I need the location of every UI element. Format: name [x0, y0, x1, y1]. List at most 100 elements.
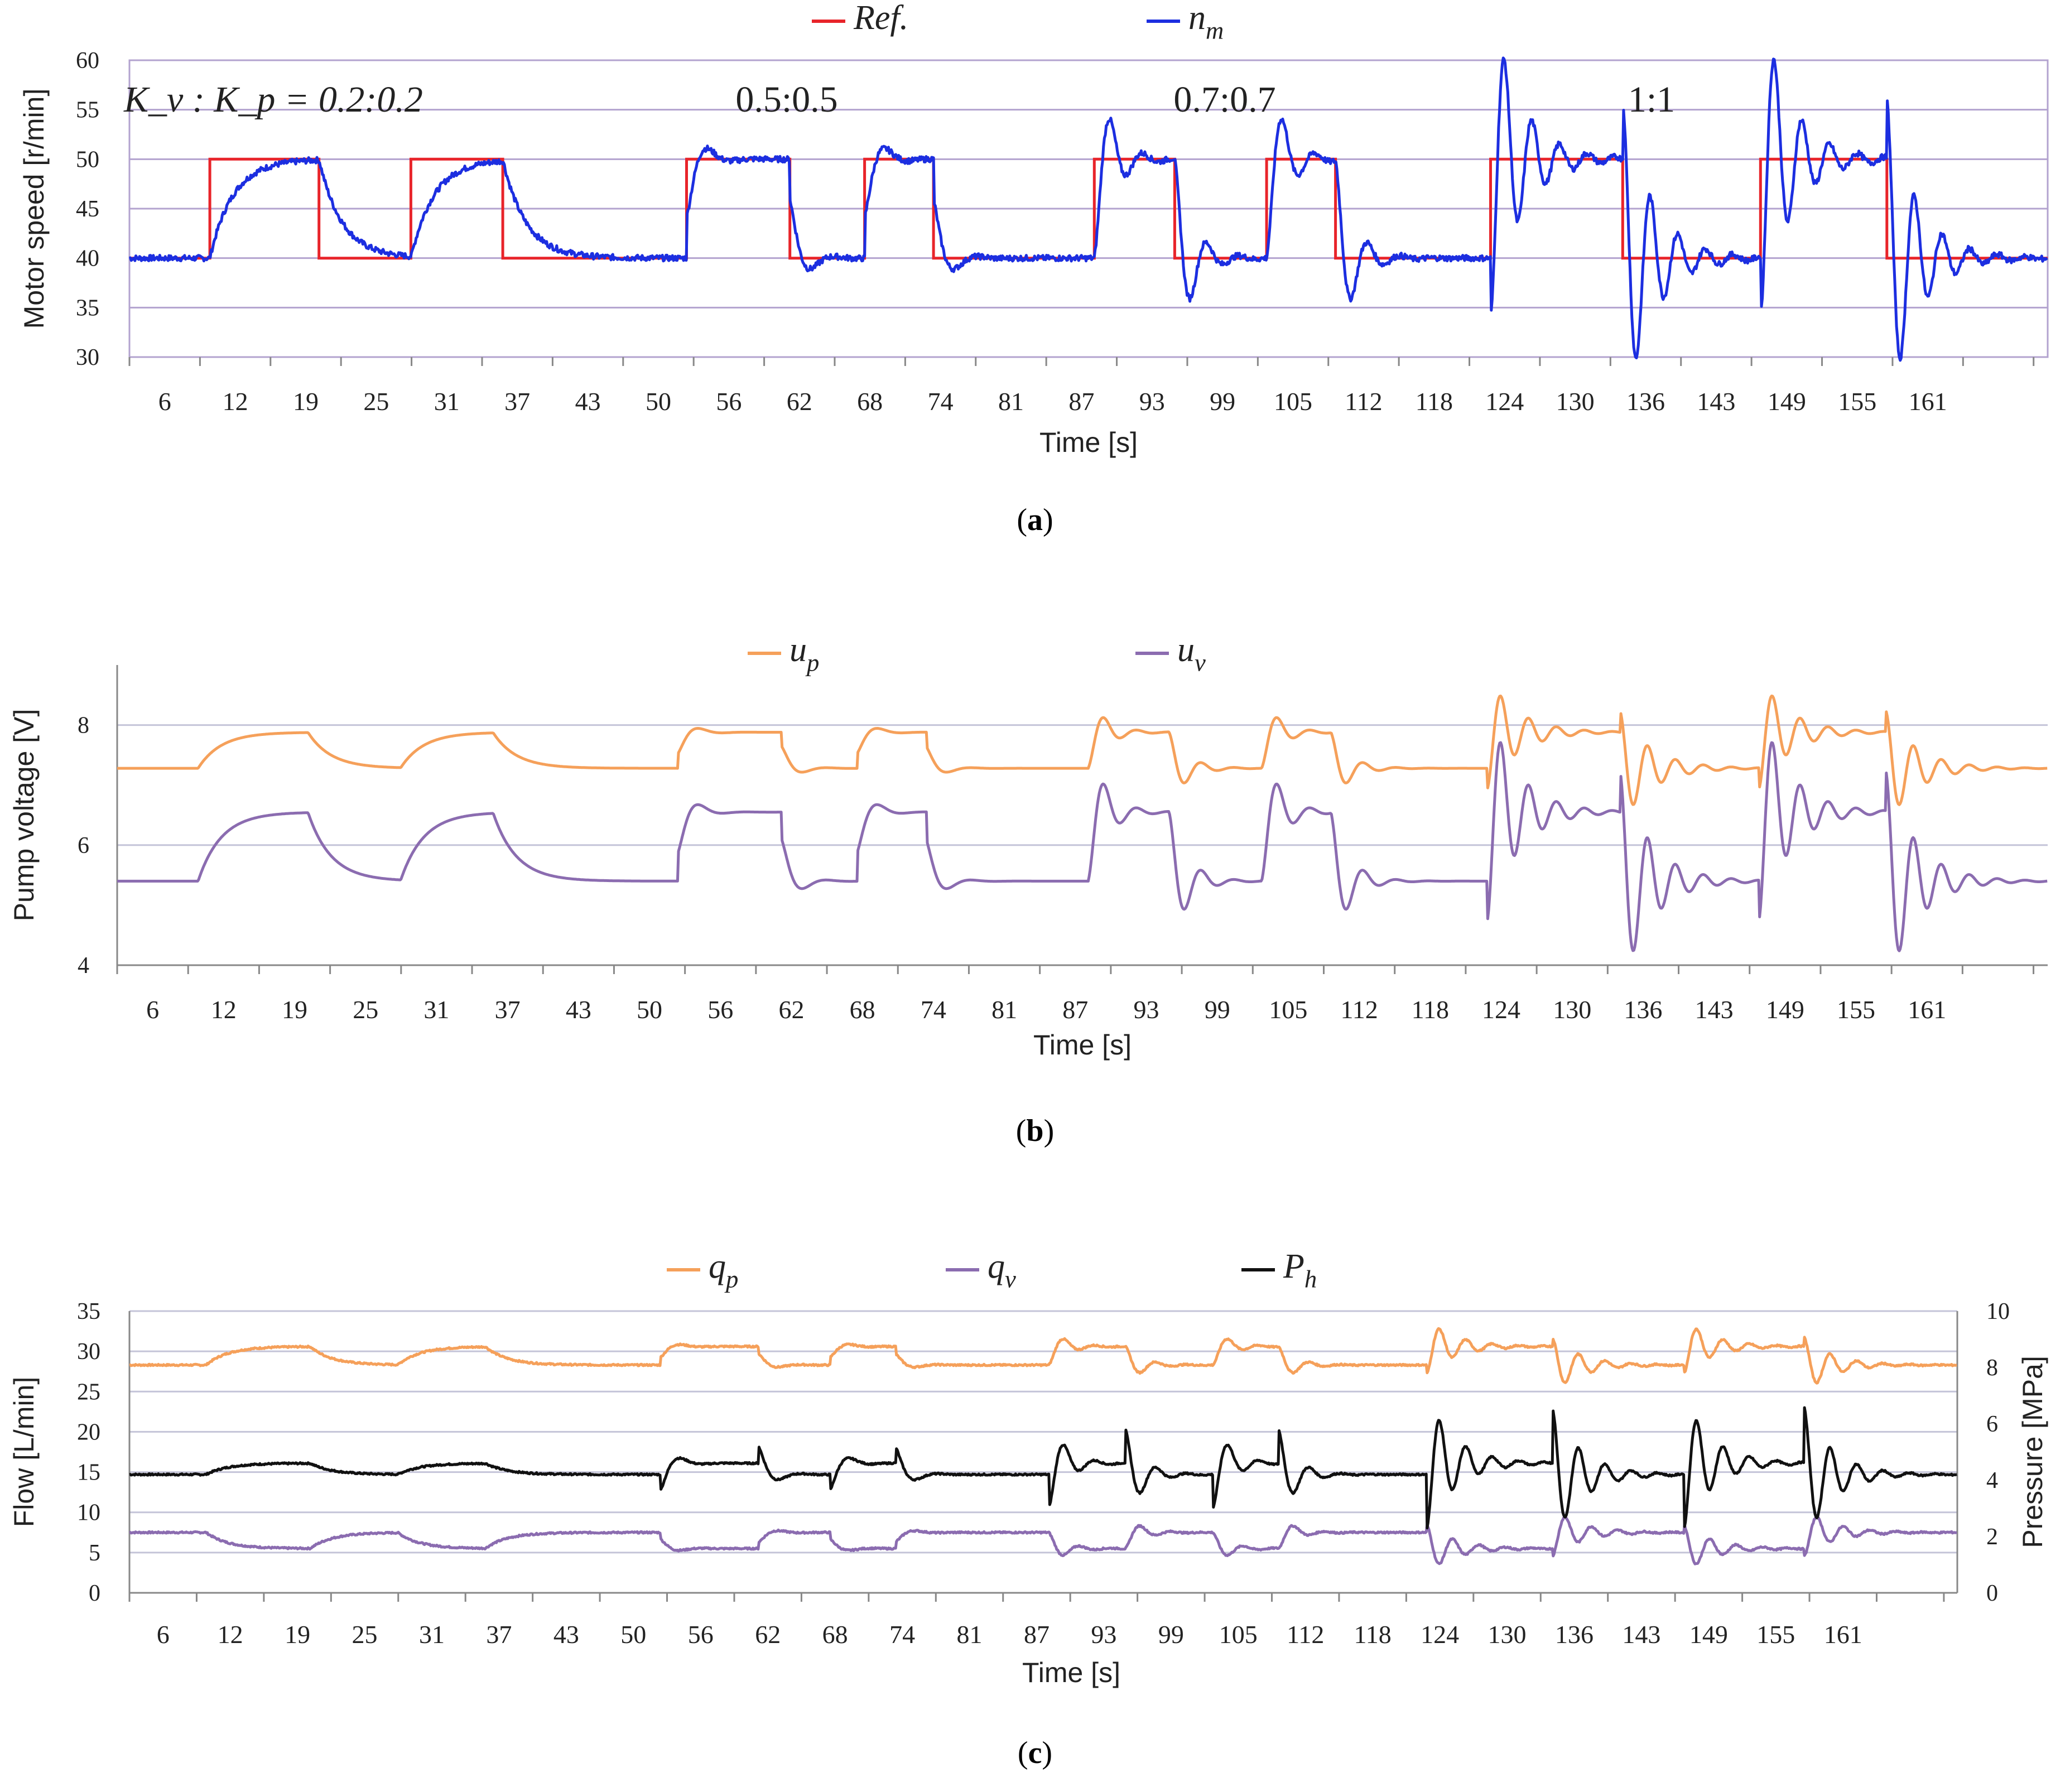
y-tick-label: 20 — [77, 1419, 100, 1445]
y-tick-label: 55 — [76, 98, 99, 123]
x-tick-label: 74 — [889, 1620, 915, 1649]
x-tick-label: 118 — [1412, 995, 1449, 1024]
x-tick-label: 136 — [1555, 1620, 1594, 1649]
x-tick-label: 68 — [822, 1620, 848, 1649]
y-right-tick-label: 2 — [1986, 1524, 1998, 1550]
series-up-line — [117, 695, 2048, 806]
plot-frame — [128, 59, 2049, 358]
x-axis-title: Time [s] — [1033, 1029, 1132, 1061]
x-tick-label: 87 — [1068, 387, 1094, 416]
x-tick-label: 31 — [434, 387, 460, 416]
y-axis-title: Flow [L/min] — [8, 1377, 40, 1528]
legend-label-qp: qp — [709, 1247, 738, 1293]
x-tick-label: 37 — [504, 387, 530, 416]
x-tick-label: 124 — [1421, 1620, 1459, 1649]
series-uv-line — [117, 741, 2048, 952]
x-tick-label: 105 — [1269, 995, 1307, 1024]
y-tick-label: 5 — [89, 1540, 100, 1566]
y-tick-label: 10 — [77, 1500, 100, 1526]
x-tick-label: 56 — [707, 995, 733, 1024]
x-tick-label: 161 — [1824, 1620, 1862, 1649]
x-tick-label: 62 — [787, 387, 812, 416]
x-tick-label: 50 — [637, 995, 662, 1024]
panel-a: 30 35 40 45 50 55 60 6 12 19 25 31 37 43 50 56 62 68 74 81 8… — [18, 0, 2049, 537]
x-tick-label: 93 — [1091, 1620, 1116, 1649]
x-tick-label: 99 — [1210, 387, 1235, 416]
x-tick-label: 93 — [1139, 387, 1165, 416]
y-tick-label: 30 — [76, 345, 99, 370]
x-tick-label: 161 — [1908, 995, 1946, 1024]
x-tick-label: 12 — [211, 995, 237, 1024]
x-tick-label: 143 — [1697, 387, 1735, 416]
x-tick-label: 93 — [1133, 995, 1159, 1024]
series-qv-line — [129, 1515, 1958, 1565]
x-tick-label: 105 — [1274, 387, 1312, 416]
x-tick-label: 43 — [566, 995, 591, 1024]
series-nm-line — [128, 56, 2048, 362]
x-axis-title: Time [s] — [1039, 427, 1138, 458]
y-right-tick-label: 10 — [1986, 1299, 2010, 1324]
x-tick-label: 37 — [486, 1620, 512, 1649]
y-tick-label: 4 — [78, 953, 89, 979]
x-tick-label: 99 — [1158, 1620, 1184, 1649]
legend-label-ref: Ref. — [853, 0, 908, 37]
x-tick-label: 99 — [1205, 995, 1230, 1024]
x-tick-label: 81 — [991, 995, 1017, 1024]
panel-label: (a) — [1017, 503, 1053, 537]
x-tick-label: 136 — [1626, 387, 1665, 416]
y-tick-label: 25 — [77, 1379, 100, 1405]
annotation-0-7: 0.7:0.7 — [1173, 79, 1275, 120]
x-tick-label: 31 — [419, 1620, 445, 1649]
legend-label-ph: Ph — [1283, 1247, 1317, 1293]
x-tick-label: 81 — [998, 387, 1024, 416]
x-tick-label: 105 — [1219, 1620, 1258, 1649]
x-tick-label: 74 — [921, 995, 946, 1024]
x-tick-label: 118 — [1354, 1620, 1392, 1649]
legend-label-nm: nm — [1188, 0, 1224, 44]
x-tick-label: 149 — [1766, 995, 1804, 1024]
x-tick-label: 6 — [158, 387, 171, 416]
y-tick-label: 35 — [76, 295, 99, 321]
y-tick-label: 45 — [76, 196, 99, 222]
x-tick-label: 19 — [282, 995, 307, 1024]
x-tick-label: 155 — [1756, 1620, 1795, 1649]
x-tick-label: 25 — [363, 387, 389, 416]
x-tick-label: 124 — [1485, 387, 1524, 416]
x-tick-label: 25 — [353, 995, 378, 1024]
x-tick-label: 31 — [423, 995, 449, 1024]
x-tick-label: 112 — [1287, 1620, 1324, 1649]
x-tick-label: 143 — [1622, 1620, 1660, 1649]
x-tick-label: 68 — [857, 387, 883, 416]
y-axis-title: Motor speed [r/min] — [18, 89, 50, 329]
annotation-kv-kp: K_v : K_p = 0.2:0.2 — [123, 79, 423, 120]
series-qp-line — [129, 1327, 1958, 1385]
x-tick-label: 12 — [218, 1620, 243, 1649]
x-tick-label: 161 — [1909, 387, 1947, 416]
y-right-tick-label: 8 — [1986, 1355, 1998, 1381]
x-tick-label: 149 — [1689, 1620, 1728, 1649]
legend-label-up: up — [790, 631, 819, 676]
x-tick-label: 112 — [1340, 995, 1378, 1024]
y-tick-label: 0 — [89, 1581, 100, 1606]
series-ph-line — [129, 1406, 1958, 1530]
y-tick-label: 50 — [76, 147, 99, 172]
y-tick-label: 35 — [77, 1299, 100, 1324]
x-tick-label: 118 — [1416, 387, 1453, 416]
annotation-0-5: 0.5:0.5 — [735, 79, 837, 120]
y-right-tick-label: 0 — [1986, 1581, 1998, 1606]
x-tick-label: 6 — [157, 1620, 170, 1649]
y-tick-label: 30 — [77, 1339, 100, 1365]
y-right-axis-title: Pressure [MPa] — [2017, 1356, 2048, 1548]
x-tick-label: 43 — [553, 1620, 579, 1649]
legend-label-uv: uv — [1177, 631, 1206, 676]
x-tick-label: 56 — [716, 387, 742, 416]
x-tick-label: 124 — [1482, 995, 1520, 1024]
y-tick-label: 8 — [78, 713, 89, 739]
annotation-1-1: 1:1 — [1628, 79, 1675, 120]
x-axis-title: Time [s] — [1022, 1657, 1120, 1688]
x-tick-label: 149 — [1768, 387, 1806, 416]
x-tick-label: 130 — [1488, 1620, 1527, 1649]
